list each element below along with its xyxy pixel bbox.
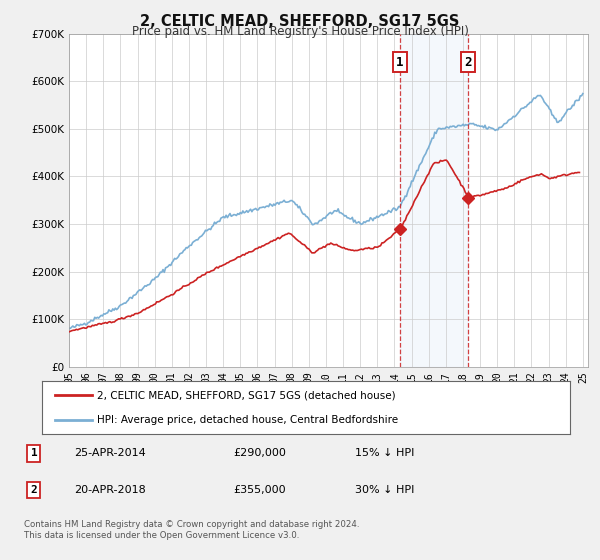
Text: This data is licensed under the Open Government Licence v3.0.: This data is licensed under the Open Gov… (24, 531, 299, 540)
Text: £355,000: £355,000 (234, 485, 286, 494)
Text: 15% ↓ HPI: 15% ↓ HPI (355, 449, 415, 459)
Text: 2: 2 (464, 55, 472, 69)
Text: 2: 2 (31, 485, 37, 494)
Text: 1: 1 (396, 55, 404, 69)
Text: 2, CELTIC MEAD, SHEFFORD, SG17 5GS: 2, CELTIC MEAD, SHEFFORD, SG17 5GS (140, 14, 460, 29)
Text: 2, CELTIC MEAD, SHEFFORD, SG17 5GS (detached house): 2, CELTIC MEAD, SHEFFORD, SG17 5GS (deta… (97, 390, 396, 400)
Text: 20-APR-2018: 20-APR-2018 (74, 485, 145, 494)
Text: Contains HM Land Registry data © Crown copyright and database right 2024.: Contains HM Land Registry data © Crown c… (24, 520, 359, 529)
Text: 25-APR-2014: 25-APR-2014 (74, 449, 145, 459)
Text: 30% ↓ HPI: 30% ↓ HPI (355, 485, 415, 494)
Bar (400, 34, 468, 367)
Text: Price paid vs. HM Land Registry's House Price Index (HPI): Price paid vs. HM Land Registry's House … (131, 25, 469, 38)
Text: £290,000: £290,000 (234, 449, 287, 459)
Text: 1: 1 (31, 449, 37, 459)
Text: HPI: Average price, detached house, Central Bedfordshire: HPI: Average price, detached house, Cent… (97, 414, 398, 424)
